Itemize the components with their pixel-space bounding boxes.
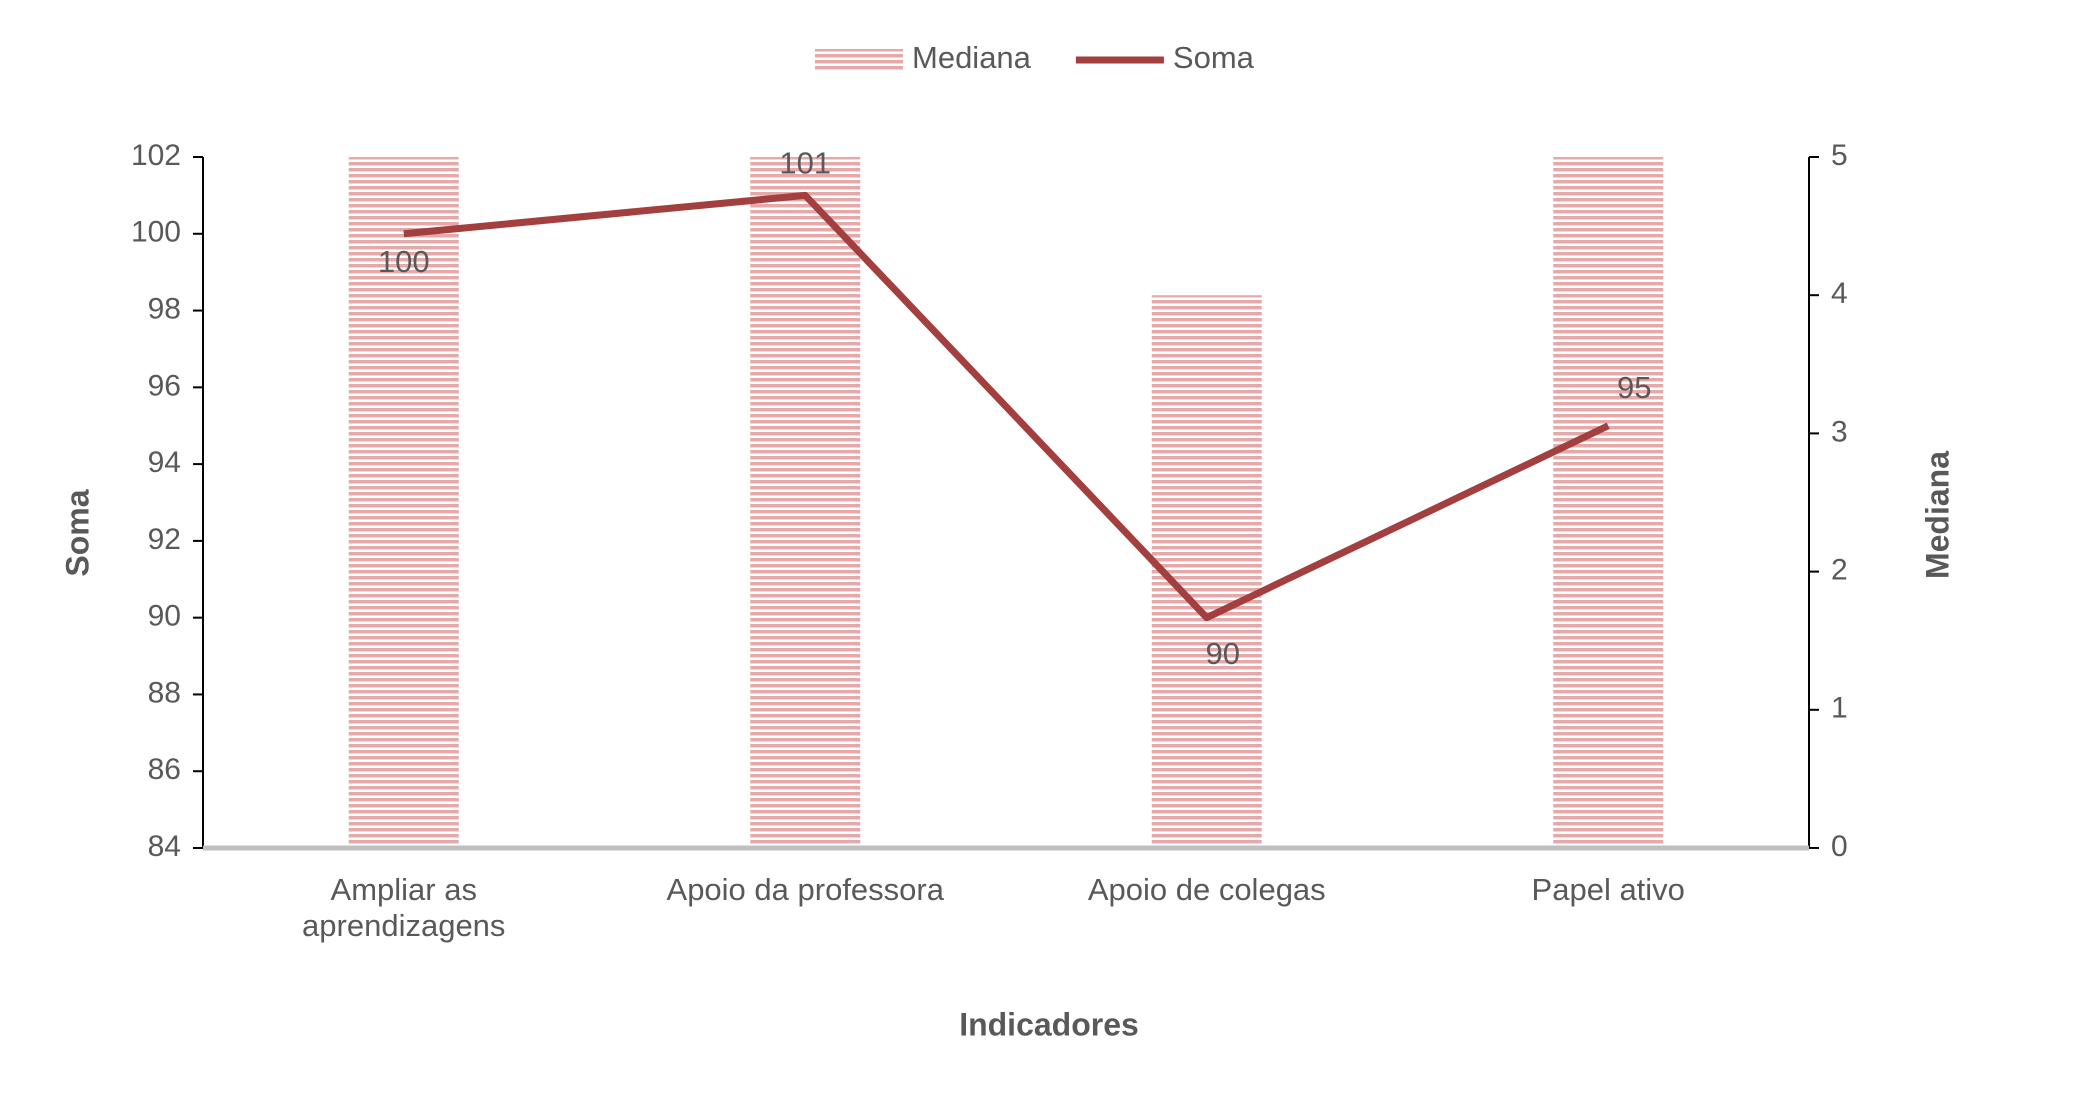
y2-axis-title: Mediana xyxy=(1919,451,1955,579)
y2-tick-label: 3 xyxy=(1831,415,1848,448)
bar xyxy=(1151,295,1262,848)
data-label: 90 xyxy=(1206,636,1240,671)
x-tick-label: Apoio da professora xyxy=(666,872,944,907)
y2-tick-label: 2 xyxy=(1831,554,1848,587)
y2-tick-label: 4 xyxy=(1831,277,1848,310)
data-label: 100 xyxy=(378,244,430,279)
y-tick-label: 100 xyxy=(131,216,181,249)
y-axis-title: Soma xyxy=(59,489,95,576)
bar xyxy=(1553,157,1664,848)
x-tick-label: Ampliar as aprendizagens xyxy=(302,872,506,943)
legend-label: Soma xyxy=(1173,40,1255,75)
y-tick-label: 96 xyxy=(148,369,181,402)
y-tick-label: 84 xyxy=(148,830,181,863)
bar xyxy=(750,157,861,848)
x-axis-title: Indicadores xyxy=(959,1006,1139,1042)
y-tick-label: 98 xyxy=(148,292,181,325)
legend-label: Mediana xyxy=(912,40,1032,75)
y2-tick-label: 0 xyxy=(1831,830,1848,863)
y-tick-label: 88 xyxy=(148,676,181,709)
y-tick-label: 102 xyxy=(131,139,181,172)
y-tick-label: 90 xyxy=(148,600,181,633)
line xyxy=(403,191,1610,622)
data-label: 101 xyxy=(779,146,831,181)
y-tick-label: 92 xyxy=(148,523,181,556)
y2-tick-label: 5 xyxy=(1831,139,1848,172)
x-tick-label: Papel ativo xyxy=(1531,872,1685,907)
y-tick-label: 86 xyxy=(148,753,181,786)
bar xyxy=(348,157,459,848)
legend-swatch xyxy=(815,49,903,71)
x-tick-label: Apoio de colegas xyxy=(1087,872,1326,907)
data-label: 95 xyxy=(1617,370,1651,405)
y2-tick-label: 1 xyxy=(1831,692,1848,725)
y-tick-label: 94 xyxy=(148,446,181,479)
